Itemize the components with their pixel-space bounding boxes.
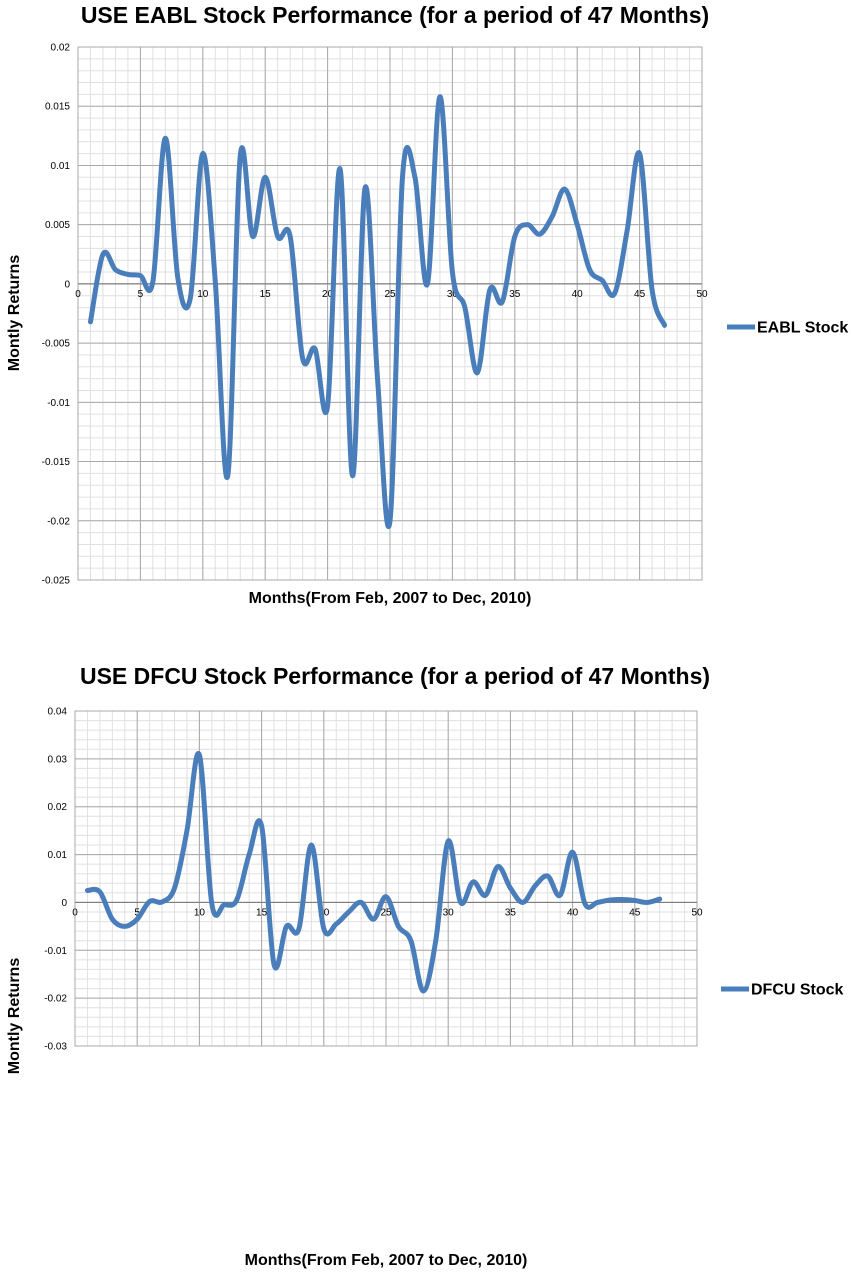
x-tick-label: 5 (134, 907, 140, 918)
eabl-chart: USE EABL Stock Performance (for a period… (0, 0, 851, 620)
y-axis-title: Montly Returns (6, 958, 23, 1075)
x-tick-label: 25 (384, 289, 396, 300)
x-tick-label: 30 (447, 289, 459, 300)
y-tick-label: 0.015 (45, 102, 70, 113)
x-tick-label: 35 (505, 907, 517, 918)
legend-label: DFCU Stock (751, 982, 844, 999)
x-tick-label: 35 (509, 289, 521, 300)
x-tick-label: 20 (322, 289, 334, 300)
dfcu-chart: USE DFCU Stock Performance (for a period… (0, 660, 851, 1272)
x-axis-title: Months(From Feb, 2007 to Dec, 2010) (249, 590, 532, 607)
x-tick-label: 40 (572, 289, 584, 300)
y-tick-label: -0.02 (44, 994, 67, 1005)
y-tick-label: -0.025 (42, 576, 71, 587)
y-tick-label: -0.01 (44, 946, 67, 957)
x-tick-label: 40 (567, 907, 579, 918)
y-tick-label: 0.01 (48, 850, 68, 861)
x-tick-label: 15 (260, 289, 272, 300)
y-tick-label: -0.005 (42, 339, 71, 350)
x-tick-label: 15 (256, 907, 268, 918)
y-tick-label: 0.01 (51, 161, 71, 172)
x-tick-label: 45 (634, 289, 646, 300)
y-tick-label: 0.04 (48, 707, 68, 718)
x-tick-label: 50 (691, 907, 703, 918)
x-tick-label: 0 (75, 289, 81, 300)
legend-label: EABL Stock (757, 320, 848, 337)
y-tick-label: -0.01 (47, 398, 70, 409)
eabl-chart-svg: 0.02 0.015 0.01 0.005 0 -0.005 -0.01 -0.015 -0.0… (6, 43, 848, 608)
y-tick-label: 0.02 (51, 43, 71, 54)
y-axis-title: Montly Returns (6, 255, 23, 372)
y-tick-label: 0 (64, 279, 70, 290)
dfcu-chart-svg: 0.04 0.03 0.02 0.01 0 -0.01 -0.02 -0.03 0 5 10 15 20… (6, 707, 844, 1270)
x-axis-title: Months(From Feb, 2007 to Dec, 2010) (245, 1252, 528, 1269)
chart-title: USE EABL Stock Performance (for a period… (80, 2, 710, 28)
x-tick-label: 5 (138, 289, 144, 300)
y-tick-label: -0.03 (44, 1042, 67, 1053)
x-tick-label: 20 (318, 907, 330, 918)
x-tick-label: 10 (197, 289, 209, 300)
x-tick-label: 25 (380, 907, 392, 918)
series-line (87, 94, 668, 530)
x-tick-label: 10 (194, 907, 206, 918)
y-tick-label: 0.005 (45, 220, 70, 231)
y-tick-label: -0.015 (42, 457, 71, 468)
y-tick-label: 0.03 (48, 754, 68, 765)
x-tick-label: 0 (72, 907, 78, 918)
x-tick-label: 45 (629, 907, 641, 918)
y-tick-label: 0 (61, 898, 67, 909)
x-tick-label: 30 (443, 907, 455, 918)
y-tick-label: 0.02 (48, 802, 68, 813)
x-tick-label: 50 (696, 289, 708, 300)
chart-title: USE DFCU Stock Performance (for a period… (79, 663, 711, 689)
y-tick-label: -0.02 (47, 516, 70, 527)
